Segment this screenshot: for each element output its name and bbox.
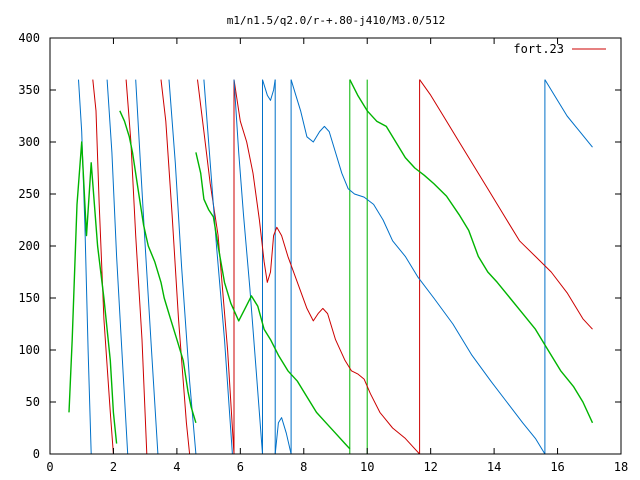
x-tick-label: 18 [614, 460, 628, 474]
series-0-segment-0 [92, 79, 114, 455]
x-tick-label: 0 [46, 460, 53, 474]
series-1-segment-4 [203, 79, 233, 455]
x-tick-label: 6 [237, 460, 244, 474]
series-2-segment-3 [349, 79, 594, 424]
series-1-segment-1 [106, 79, 129, 455]
x-tick-label: 14 [487, 460, 501, 474]
x-tick-label: 12 [423, 460, 437, 474]
series-1-segment-3 [168, 79, 197, 455]
x-tick-label: 2 [110, 460, 117, 474]
y-tick-label: 300 [18, 135, 40, 149]
series-2-segment-2 [195, 152, 351, 450]
x-tick-label: 16 [550, 460, 564, 474]
legend: fort.23 [513, 42, 606, 56]
y-tick-label: 400 [18, 31, 40, 45]
series-1-segment-0 [78, 79, 92, 455]
series-2-segment-0 [68, 141, 118, 444]
y-tick-label: 150 [18, 291, 40, 305]
y-tick-label: 0 [33, 447, 40, 461]
plot-frame [49, 37, 622, 455]
y-tick-label: 250 [18, 187, 40, 201]
series-0-segment-5 [419, 79, 593, 330]
x-tick-label: 10 [360, 460, 374, 474]
series-1-segment-2 [135, 79, 159, 455]
chart-title: m1/n1.5/q2.0/r-+.80-j410/M3.0/512 [227, 14, 446, 27]
series-2-segment-1 [119, 110, 197, 424]
series-0-segment-4 [233, 79, 420, 455]
ticks-layer: 0 2 4 6 8 10 12 14 16 18 0 50 100 150 200 250 300 350 400 [18, 31, 628, 474]
series-1-segment-8 [290, 79, 546, 455]
series-1-segment-6 [262, 79, 276, 101]
y-tick-label: 50 [26, 395, 40, 409]
y-tick-label: 200 [18, 239, 40, 253]
series-0-segment-2 [160, 79, 191, 455]
series-1-segment-7 [274, 417, 292, 455]
x-tick-label: 8 [300, 460, 307, 474]
series-1-segment-5 [233, 79, 263, 455]
y-tick-label: 100 [18, 343, 40, 357]
series-0-segment-1 [125, 79, 148, 455]
x-tick-label: 4 [173, 460, 180, 474]
legend-label: fort.23 [513, 42, 564, 56]
y-tick-label: 350 [18, 83, 40, 97]
series-layer [68, 79, 594, 455]
series-1-segment-9 [544, 79, 593, 148]
